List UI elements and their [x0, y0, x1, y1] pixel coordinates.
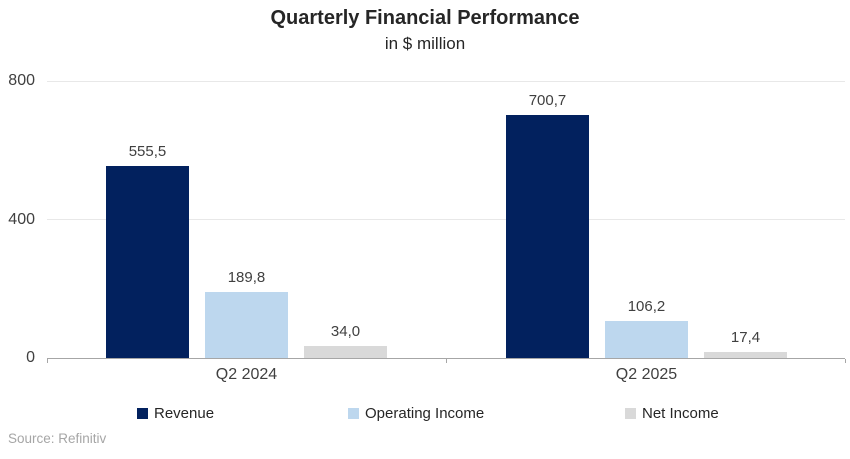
- bar-operating-income-q2-2025: [605, 321, 688, 358]
- bar-revenue-q2-2024: [106, 165, 189, 358]
- bar-operating-income-q2-2024: [205, 292, 288, 358]
- legend-swatch-operating-income: [348, 408, 359, 419]
- legend-item-net-income: Net Income: [625, 405, 719, 422]
- gridline-400: [47, 219, 845, 220]
- bar-revenue-q2-2025: [506, 115, 589, 358]
- bar-value-label-revenue-q2-2024: 555,5: [128, 142, 167, 160]
- y-axis-tick-label: 400: [8, 210, 35, 228]
- bar-value-label-net-income-q2-2025: 17,4: [730, 328, 761, 346]
- bar-value-label-net-income-q2-2024: 34,0: [330, 323, 361, 341]
- gridline-800: [47, 80, 845, 82]
- x-axis-category-label: Q2 2024: [215, 366, 278, 383]
- x-axis-category-label: Q2 2025: [615, 366, 678, 383]
- legend-label: Revenue: [154, 405, 215, 422]
- legend-swatch-net-income: [625, 408, 636, 419]
- x-axis-tick: [47, 359, 48, 363]
- legend-item-revenue: Revenue: [137, 405, 214, 422]
- x-axis-line: [47, 358, 845, 359]
- bar-value-label-operating-income-q2-2024: 189,8: [227, 269, 266, 287]
- bar-value-label-revenue-q2-2025: 700,7: [528, 92, 567, 110]
- legend-item-operating-income: Operating Income: [348, 405, 484, 422]
- y-axis-tick-label: 800: [8, 72, 35, 89]
- bar-net-income-q2-2024: [304, 346, 387, 358]
- y-axis-tick-label: 0: [26, 349, 35, 366]
- chart-title: Quarterly Financial Performance: [270, 7, 580, 29]
- bar-net-income-q2-2025: [704, 351, 787, 358]
- legend-label: Net Income: [642, 405, 719, 422]
- x-axis-tick: [446, 359, 447, 363]
- x-axis-tick: [845, 359, 846, 363]
- bar-value-label-operating-income-q2-2025: 106,2: [627, 298, 666, 316]
- source-note: Source: Refinitiv: [8, 431, 107, 446]
- legend-label: Operating Income: [365, 405, 485, 422]
- chart-subtitle: in $ million: [384, 34, 466, 53]
- legend-swatch-revenue: [137, 408, 148, 419]
